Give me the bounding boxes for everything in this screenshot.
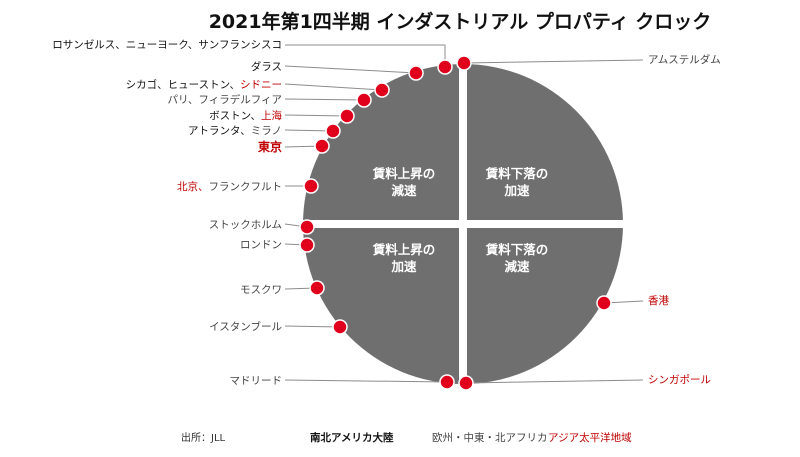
leader-line-amsterdam (463, 59, 644, 64)
city-label-beijing: 北京、フランクフルト (177, 180, 282, 193)
quadrant-label-bottom-left: 賃料上昇の加速 (372, 242, 436, 274)
city-label-la: ロサンゼルス、ニューヨーク、サンフランシスコ (52, 39, 282, 51)
leader-line-paris (284, 98, 365, 101)
city-label-paris: パリ、フィラデルフィア (168, 93, 282, 106)
city-dot-amsterdam (456, 55, 472, 71)
city-dot-istanbul (332, 319, 348, 335)
city-label-atlanta: アトランタ、ミラノ (188, 125, 282, 137)
city-dot-paris (356, 92, 372, 108)
leader-line-atlanta (284, 129, 334, 132)
city-label-boston: ボストン、上海 (209, 109, 282, 122)
quadrant-label-top-left: 賃料上昇の減速 (372, 166, 436, 198)
city-dot-singapore (458, 375, 474, 391)
city-dots (299, 55, 612, 391)
leader-line-istanbul (284, 325, 341, 328)
leader-line-la (285, 44, 446, 67)
horizontal-divider (301, 220, 625, 228)
leader-line-boston (284, 114, 348, 117)
city-label-hongkong: 香港 (648, 295, 669, 307)
source-note: 出所：JLL (181, 431, 226, 444)
city-label-tokyo: 東京 (258, 139, 282, 154)
city-labels: ロサンゼルス、ニューヨーク、サンフランシスコダラスシカゴ、ヒューストン、シドニー… (52, 39, 721, 387)
city-label-moscow: モスクワ (240, 284, 282, 296)
city-dot-atlanta (325, 123, 341, 139)
legend-entry-emea: 欧州・中東・北アフリカ (432, 431, 548, 444)
clock-face (301, 62, 625, 386)
leader-line-singapore (465, 379, 644, 384)
city-dot-madrid (439, 374, 455, 390)
city-label-amsterdam: アムステルダム (648, 53, 721, 66)
diagram-title: 2021年第1四半期 インダストリアル プロパティ クロック (209, 10, 712, 33)
legend-entry-apac: アジア太平洋地域 (548, 431, 632, 444)
city-dot-hongkong (596, 295, 612, 311)
city-dot-stockholm (299, 219, 315, 235)
city-dot-london (299, 237, 315, 253)
city-dot-beijing (303, 178, 319, 194)
city-label-stockholm: ストックホルム (209, 219, 282, 231)
city-dot-boston (339, 108, 355, 124)
leader-line-dallas (284, 65, 417, 74)
city-dot-dallas (408, 65, 424, 81)
city-label-madrid: マドリード (230, 375, 283, 387)
legend: 南北アメリカ大陸 欧州・中東・北アフリカ アジア太平洋地域 (310, 431, 632, 444)
legend-entry-americas: 南北アメリカ大陸 (310, 431, 394, 444)
leader-line-chicago (284, 83, 383, 91)
city-label-singapore: シンガポール (648, 374, 711, 386)
city-label-london: ロンドン (240, 239, 282, 251)
quadrant-label-bottom-right: 賃料下落の減速 (485, 242, 549, 274)
city-dot-la (437, 59, 453, 75)
city-dot-tokyo (314, 138, 330, 154)
city-dot-moscow (309, 280, 325, 296)
city-label-dallas: ダラス (251, 60, 282, 73)
city-label-istanbul: イスタンブール (209, 320, 282, 333)
city-label-chicago: シカゴ、ヒューストン、シドニー (126, 78, 282, 91)
leader-line-madrid (284, 379, 448, 383)
quadrant-label-top-right: 賃料下落の加速 (485, 166, 549, 198)
city-dot-chicago (374, 82, 390, 98)
